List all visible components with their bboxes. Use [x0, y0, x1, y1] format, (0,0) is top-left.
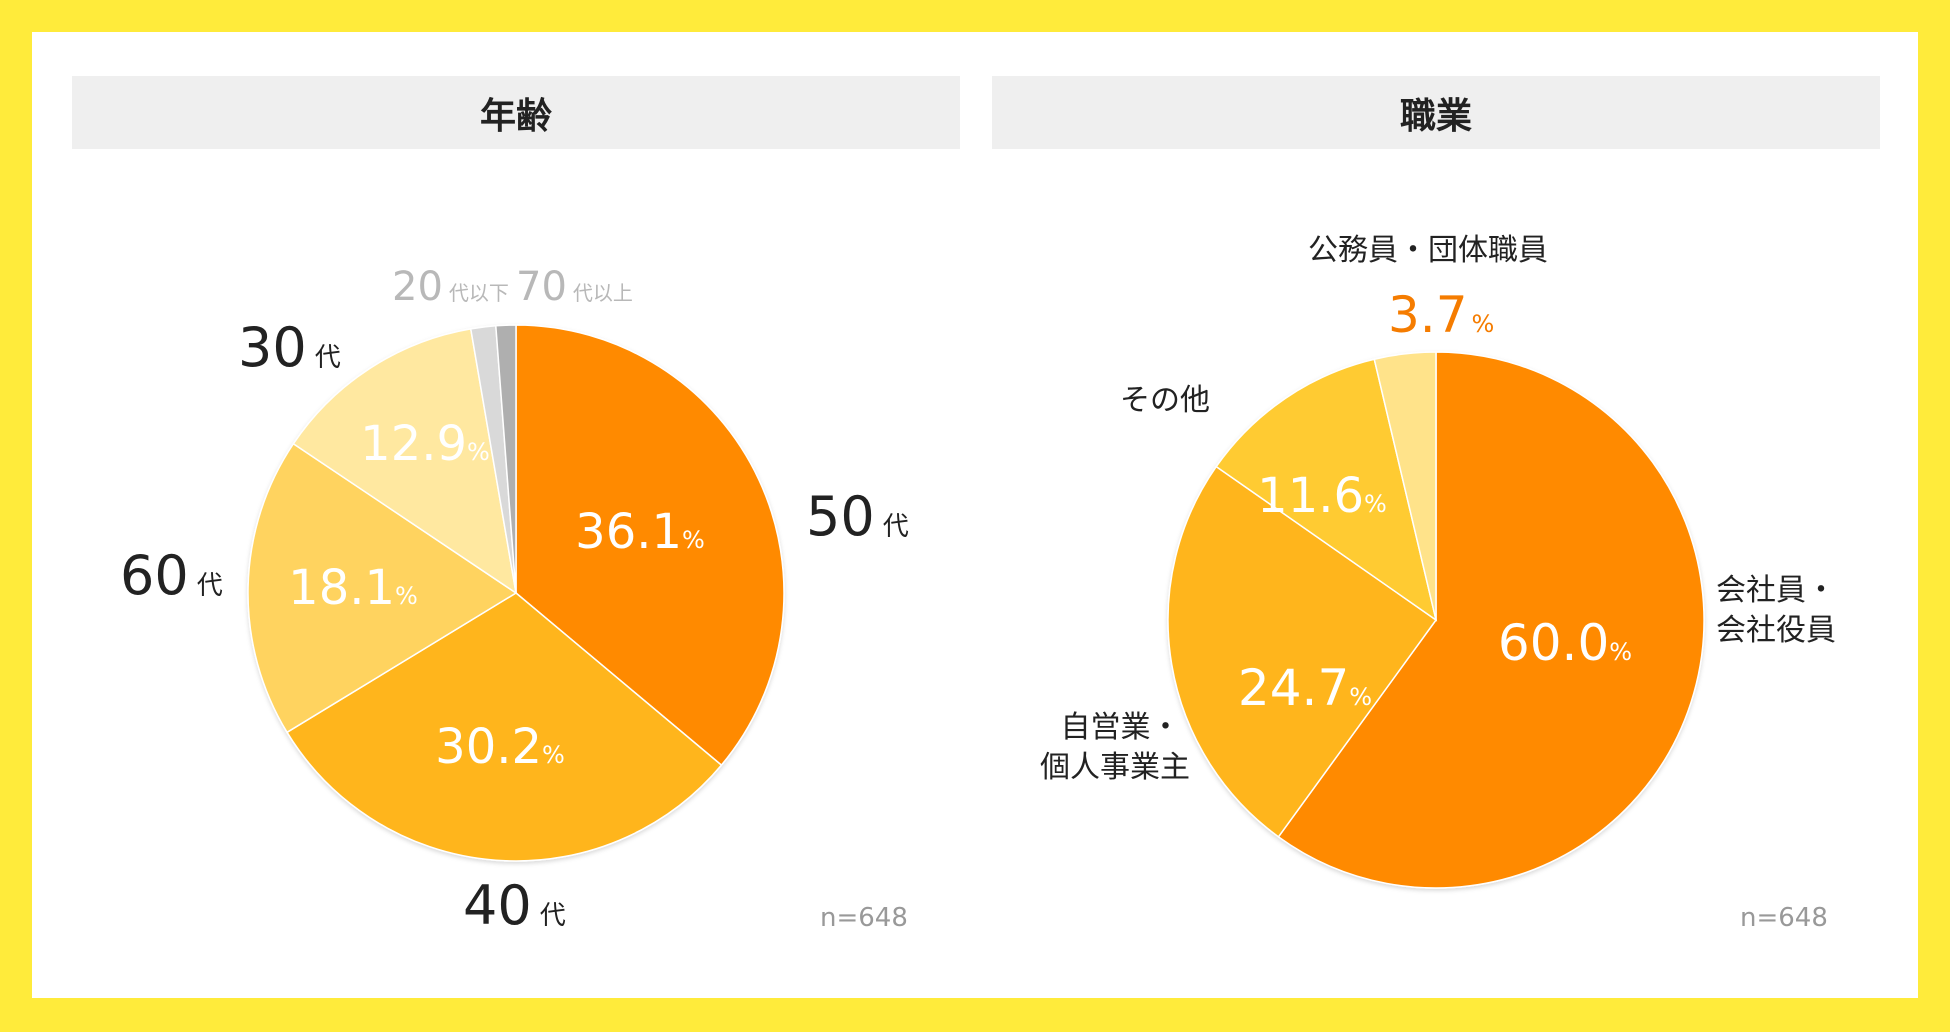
- age-value-60: 18.1%: [288, 560, 418, 616]
- age-slice-1: [286, 592, 723, 862]
- age-slice-2: [247, 442, 518, 734]
- age-label-60: 60 代: [120, 544, 223, 607]
- occupation-labels: 60.0% 24.7% 11.6% 会社員・ 会社役員 自営業・ 個人事業主 そ…: [1040, 233, 1846, 933]
- age-label-70: 70 代以上: [516, 264, 633, 310]
- age-slice-5: [495, 324, 517, 594]
- job-label-public: 公務員・団体職員: [1308, 233, 1548, 268]
- occupation-slice-2: [1215, 358, 1438, 622]
- age-value-50: 36.1%: [575, 504, 705, 560]
- job-value-selfemployed: 24.7%: [1238, 659, 1372, 717]
- occupation-slice-1: [1167, 465, 1438, 838]
- job-value-company: 60.0%: [1498, 614, 1632, 672]
- age-slice-3: [292, 327, 518, 595]
- job-label-company: 会社員・ 会社役員: [1716, 573, 1846, 648]
- age-pie: [247, 324, 785, 862]
- job-label-selfemployed: 自営業・ 個人事業主: [1040, 710, 1190, 785]
- job-label-other: その他: [1120, 383, 1210, 418]
- occupation-chart-title: 職業: [992, 76, 1880, 149]
- job-value-public: 3.7%: [1388, 286, 1494, 344]
- age-label-50: 50 代: [806, 485, 909, 548]
- occupation-slice-0: [1277, 351, 1705, 889]
- job-sample-size: n=648: [1740, 903, 1828, 933]
- job-value-other: 11.6%: [1257, 468, 1387, 524]
- age-labels: 36.1% 30.2% 18.1% 12.9% 50 代 40 代 60 代 30 代 …: [120, 264, 909, 937]
- occupation-pie: [1167, 351, 1705, 889]
- age-label-20: 20 代以下: [392, 264, 509, 310]
- age-sample-size: n=648: [820, 903, 908, 933]
- age-slice-0: [515, 324, 785, 767]
- age-label-30: 30 代: [238, 316, 341, 379]
- occupation-slice-3: [1373, 351, 1437, 621]
- age-value-30: 12.9%: [360, 416, 490, 472]
- age-value-40: 30.2%: [435, 719, 565, 775]
- age-chart-title: 年齢: [72, 76, 960, 149]
- age-label-40: 40 代: [463, 874, 566, 937]
